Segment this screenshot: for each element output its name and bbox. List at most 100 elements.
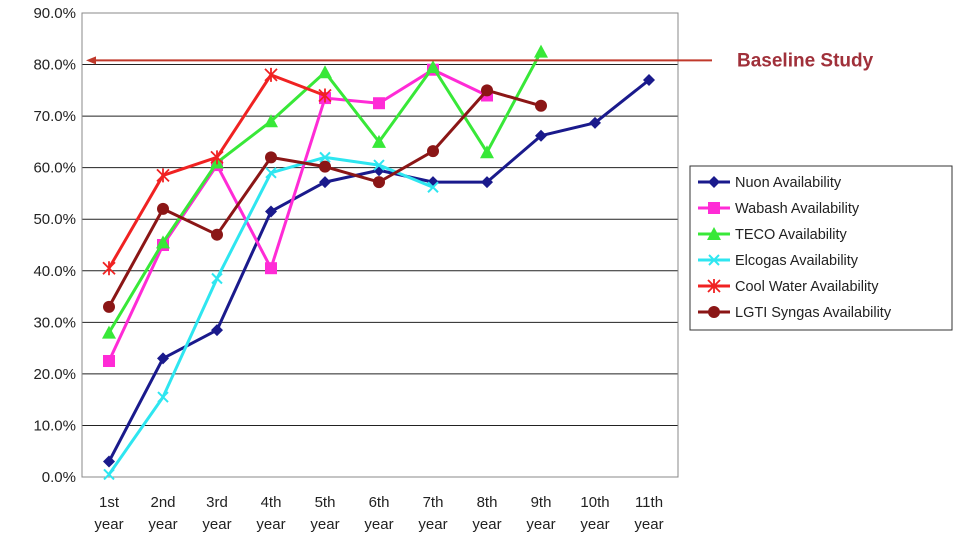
legend-label: LGTI Syngas Availability	[735, 305, 892, 321]
x-tick-label: 10th year	[580, 494, 609, 533]
x-tick-label: 4th year	[256, 494, 285, 533]
series-1	[103, 63, 493, 367]
data-point	[373, 176, 385, 189]
baseline-annotation: Baseline Study	[86, 50, 874, 71]
y-tick-label: 0.0%	[42, 469, 76, 486]
data-point	[535, 99, 547, 112]
data-point	[102, 325, 116, 339]
data-point	[211, 272, 223, 285]
data-point	[319, 176, 331, 189]
baseline-arrow-head	[86, 56, 96, 65]
series-3	[103, 151, 439, 481]
series-lines	[102, 44, 655, 481]
series-line	[107, 68, 488, 362]
y-tick-label: 30.0%	[33, 314, 76, 331]
data-point	[265, 205, 277, 218]
legend-marker	[708, 176, 720, 188]
x-axis-ticks: 1st year 2nd year 3rd year 4th year 5th year 6th ye…	[94, 494, 663, 533]
x-tick-label: 11th year	[634, 494, 663, 533]
data-point	[481, 176, 493, 189]
legend-label: TECO Availability	[735, 227, 847, 243]
y-tick-label: 10.0%	[33, 417, 76, 434]
x-tick-label: 8th year	[472, 494, 501, 533]
data-point	[103, 300, 115, 313]
y-axis-ticks: 0.0% 10.0% 20.0% 30.0% 40.0% 50.0% 60.0% 70.0% 8…	[33, 5, 76, 486]
data-point	[157, 202, 169, 215]
data-point	[211, 324, 223, 337]
legend-marker	[708, 202, 720, 214]
data-point	[319, 151, 331, 164]
data-point	[643, 74, 655, 87]
data-point	[156, 168, 170, 183]
legend-box	[689, 165, 953, 331]
data-point	[427, 145, 439, 158]
series-4	[102, 67, 332, 276]
legend-marker	[708, 306, 720, 318]
legend-entry: Cool Water Availability	[698, 279, 879, 295]
data-point	[103, 455, 115, 468]
legend-marker	[707, 279, 721, 293]
data-point	[373, 97, 385, 110]
data-point	[265, 151, 277, 164]
series-0	[103, 74, 655, 468]
x-tick-label: 3rd year	[202, 494, 231, 533]
data-point	[265, 167, 277, 179]
series-2	[102, 44, 548, 339]
data-point	[372, 134, 386, 148]
y-tick-label: 50.0%	[33, 211, 76, 228]
data-point	[157, 352, 169, 365]
y-tick-label: 40.0%	[33, 263, 76, 280]
x-tick-label: 5th year	[310, 494, 339, 533]
data-point	[373, 159, 385, 171]
y-tick-label: 20.0%	[33, 366, 76, 383]
legend-entry: TECO Availability	[698, 227, 847, 243]
legend-marker	[708, 254, 720, 266]
data-point	[103, 468, 115, 481]
data-point	[589, 116, 601, 129]
data-point	[427, 181, 439, 193]
data-point	[102, 261, 116, 276]
y-tick-label: 70.0%	[33, 108, 76, 125]
legend-entry: Nuon Availability	[698, 175, 842, 191]
x-tick-label: 2nd year	[148, 494, 177, 533]
data-point	[481, 84, 493, 97]
y-tick-label: 90.0%	[33, 5, 76, 22]
data-point	[318, 88, 332, 103]
data-point	[480, 145, 494, 159]
legend-entry: Wabash Availability	[698, 201, 860, 217]
series-line	[107, 88, 542, 308]
data-point	[534, 44, 548, 58]
gridlines	[82, 12, 678, 478]
x-tick-label: 6th year	[364, 494, 393, 533]
x-tick-label: 1st year	[94, 494, 123, 533]
data-point	[211, 228, 223, 241]
data-point	[156, 235, 170, 249]
legend-label: Nuon Availability	[735, 175, 842, 191]
legend: Nuon Availability Wabash Availability TECO…	[689, 165, 953, 331]
legend-entry: Elcogas Availability	[698, 253, 859, 269]
legend-label: Cool Water Availability	[735, 279, 879, 295]
data-point	[210, 150, 224, 165]
data-point	[318, 65, 332, 79]
data-point	[264, 114, 278, 128]
y-tick-label: 60.0%	[33, 160, 76, 177]
legend-marker	[707, 227, 721, 240]
legend-entry: LGTI Syngas Availability	[698, 305, 892, 321]
baseline-label: Baseline Study	[737, 50, 874, 71]
series-line	[107, 155, 434, 476]
data-point	[103, 355, 115, 367]
data-point	[426, 60, 440, 74]
plot-area	[81, 12, 679, 478]
legend-label: Wabash Availability	[735, 201, 860, 217]
data-point	[264, 67, 278, 82]
data-point	[319, 160, 331, 173]
series-5	[103, 84, 547, 313]
data-point	[157, 391, 169, 403]
legend-label: Elcogas Availability	[735, 253, 859, 269]
x-tick-label: 7th year	[418, 494, 447, 533]
x-tick-label: 9th year	[526, 494, 555, 533]
data-point	[535, 129, 547, 142]
data-point	[265, 262, 277, 275]
y-tick-label: 80.0%	[33, 57, 76, 74]
